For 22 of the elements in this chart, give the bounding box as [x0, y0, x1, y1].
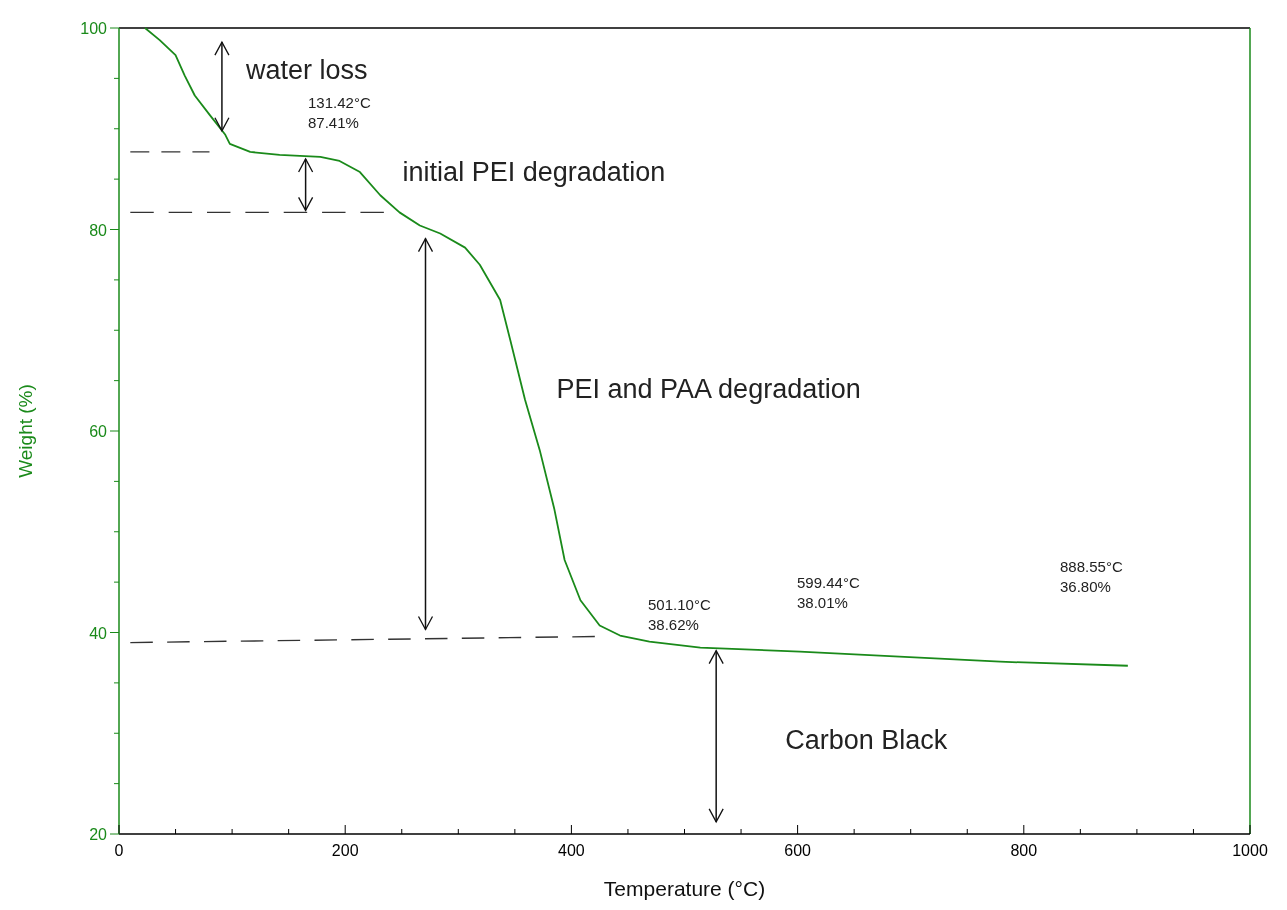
- annotation: Carbon Black: [785, 724, 948, 755]
- y-tick-label: 40: [89, 624, 108, 642]
- line-series: [144, 27, 1129, 667]
- y-axis-title: Weight (%): [15, 384, 36, 478]
- annotation: 131.42°C 87.41%: [308, 94, 371, 131]
- x-tick-label: 1000: [1232, 842, 1268, 859]
- annotation: water loss: [244, 54, 368, 85]
- x-axis-title: Temperature (°C): [603, 877, 766, 900]
- annotation: 599.44°C 38.01%: [797, 574, 860, 611]
- x-tick-label: 800: [1010, 842, 1038, 859]
- y-tick-label: 60: [89, 423, 108, 440]
- annotation: PEI and PAA degradation: [556, 374, 861, 405]
- y-tick-label: 100: [80, 20, 108, 37]
- x-tick-label: 200: [331, 842, 359, 859]
- x-tick-label: 400: [558, 842, 585, 859]
- annotation: initial PEI degradation: [402, 157, 666, 188]
- y-tick-label: 80: [89, 221, 108, 239]
- x-tick-label: 0: [114, 842, 124, 859]
- y-tick-label: 20: [89, 826, 108, 843]
- annotation: 888.55°C 36.80%: [1060, 558, 1123, 595]
- annotation: 501.10°C 38.62%: [648, 596, 711, 633]
- x-tick-label: 600: [784, 842, 812, 859]
